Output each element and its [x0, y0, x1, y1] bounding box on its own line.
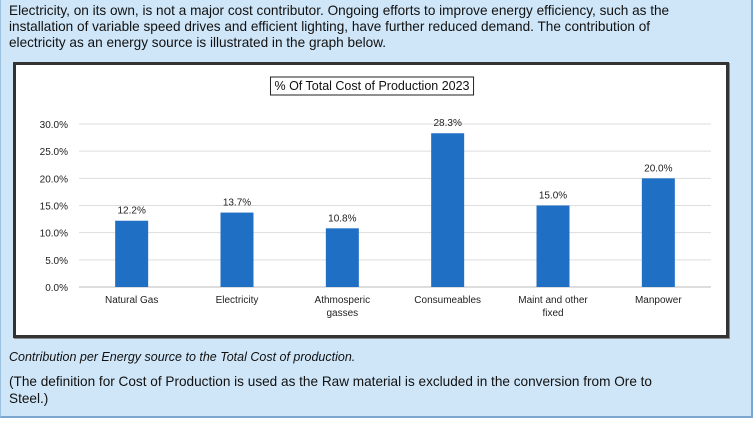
x-tick-label: Athmosperic	[315, 295, 371, 306]
chart-caption: Contribution per Energy source to the To…	[9, 350, 356, 364]
y-tick-label: 25.0%	[40, 147, 68, 158]
y-tick-label: 5.0%	[45, 256, 68, 267]
data-label: 28.3%	[433, 118, 461, 129]
y-tick-label: 20.0%	[40, 174, 68, 185]
x-tick-label: Electricity	[216, 295, 259, 306]
x-tick-label: Natural Gas	[105, 295, 158, 306]
y-tick-label: 15.0%	[40, 202, 68, 213]
footnote-line: (The definition for Cost of Production i…	[9, 374, 652, 389]
data-label: 20.0%	[644, 163, 672, 174]
y-tick-label: 30.0%	[40, 120, 68, 131]
bar	[325, 228, 359, 287]
y-tick-label: 10.0%	[40, 229, 68, 240]
y-tick-label: 0.0%	[45, 283, 68, 294]
data-label: 12.2%	[117, 206, 145, 217]
bar	[115, 220, 149, 287]
footnote-line: Steel.)	[9, 391, 49, 406]
intro-paragraph: Electricity, on its own, is not a major …	[9, 3, 669, 51]
footnote: (The definition for Cost of Production i…	[9, 373, 652, 407]
x-tick-label: Manpower	[635, 295, 682, 306]
bar	[220, 212, 254, 287]
x-tick-label: fixed	[542, 308, 563, 319]
data-label: 10.8%	[328, 213, 356, 224]
intro-line: Electricity, on its own, is not a major …	[9, 3, 670, 18]
bar	[641, 178, 675, 287]
x-tick-label: Maint and other	[518, 295, 588, 306]
chart-frame: % Of Total Cost of Production 2023 0.0% 5.…	[13, 62, 729, 338]
bar-chart: % Of Total Cost of Production 2023 0.0% 5.…	[40, 76, 711, 319]
x-tick-label: Consumeables	[414, 295, 481, 306]
chart-title-box	[269, 76, 475, 96]
bar	[431, 133, 465, 287]
intro-line: electricity as an energy source is illus…	[9, 35, 387, 50]
chart-title: % Of Total Cost of Production 2023	[274, 79, 469, 93]
x-tick-label: gasses	[326, 308, 358, 319]
data-label: 13.7%	[223, 198, 251, 209]
data-label: 15.0%	[539, 191, 567, 202]
intro-line: installation of variable speed drives an…	[9, 19, 651, 34]
bar	[536, 205, 570, 287]
